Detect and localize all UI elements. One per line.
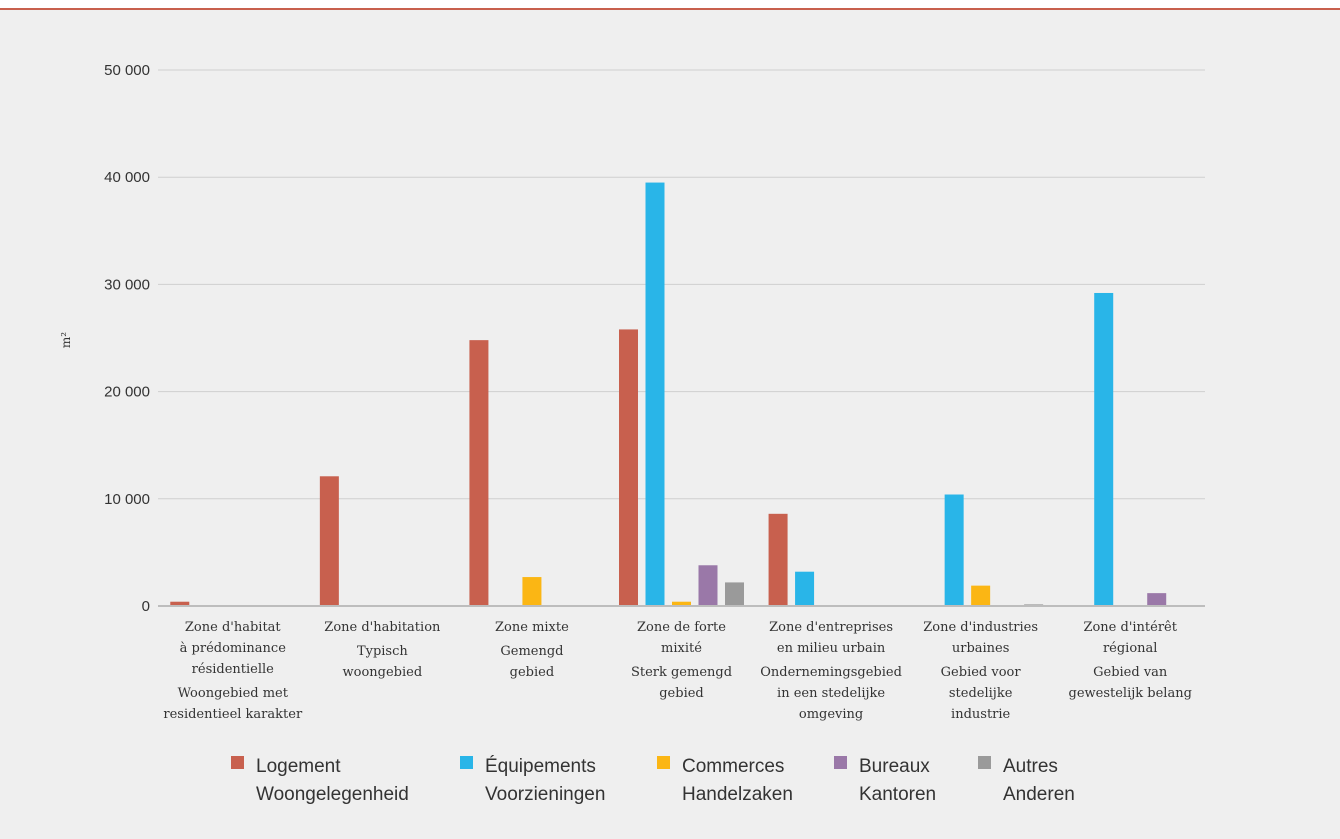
category-label-fr: Zone d'habitation — [324, 620, 441, 635]
bar-3-3 — [698, 565, 718, 606]
legend-label: Logement — [256, 756, 341, 777]
category-labels: Zone d'habitat à prédominance résidentiell… — [163, 620, 1192, 722]
category-label-fr: urbaines — [952, 641, 1010, 656]
bar-1-3 — [645, 182, 665, 606]
legend-label-nl: Kantoren — [859, 784, 936, 805]
top-rule — [0, 0, 1340, 10]
bar-4-3 — [725, 582, 744, 606]
category-label-fr: à prédominance — [180, 641, 287, 656]
y-axis-ticks: 0 10 000 20 000 30 000 40 000 50 000 — [104, 62, 150, 615]
bar-3-6 — [1147, 593, 1167, 606]
category-label-fr: Zone de forte — [637, 620, 726, 635]
legend-swatch — [978, 756, 991, 769]
category-label-nl: Ondernemingsgebied — [760, 665, 902, 680]
gridlines — [158, 69, 1205, 500]
category-label-nl: gewestelijk belang — [1069, 686, 1192, 701]
category-label-nl: in een stedelijke — [777, 686, 885, 701]
bar-0-3 — [619, 329, 638, 606]
bar-0-2 — [469, 340, 489, 606]
category-label-nl: stedelijke — [949, 686, 1013, 701]
y-tick-label: 50 000 — [104, 62, 150, 79]
bar-2-5 — [971, 585, 991, 606]
legend-label: Bureaux — [859, 756, 930, 777]
bars — [170, 182, 1167, 606]
y-tick-label: 20 000 — [104, 384, 150, 401]
category-label-nl: Gemengd — [500, 644, 563, 659]
category-label-fr: Zone mixte — [495, 620, 569, 635]
category-label-nl: industrie — [951, 707, 1010, 722]
category-label-fr: résidentielle — [192, 662, 275, 677]
bar-2-2 — [522, 577, 542, 606]
category-label-nl: Woongebied met — [178, 686, 289, 701]
bar-1-6 — [1094, 292, 1114, 606]
legend-label-nl: Woongelegenheid — [256, 784, 409, 805]
y-tick-label: 30 000 — [104, 276, 150, 293]
bar-0-4 — [768, 513, 788, 606]
bar-1-4 — [795, 571, 815, 606]
legend-label: Équipements — [485, 756, 596, 777]
category-label-nl: omgeving — [799, 707, 863, 722]
legend-swatch — [460, 756, 473, 769]
legend-label: Commerces — [682, 756, 784, 777]
category-label-nl: Gebied voor — [941, 665, 1022, 680]
legend-label: Autres — [1003, 756, 1058, 777]
legend-swatch — [231, 756, 244, 769]
legend: Logement Woongelegenheid Équipements Voorzi… — [231, 756, 1075, 805]
category-label-fr: Zone d'habitat — [185, 620, 282, 635]
category-label-nl: gebied — [659, 686, 704, 701]
category-label-fr: Zone d'intérêt — [1083, 620, 1177, 635]
y-axis-label: m² — [59, 332, 73, 348]
legend-label-nl: Anderen — [1003, 784, 1075, 805]
category-label-nl: residentieel karakter — [163, 707, 303, 722]
category-label-nl: gebied — [510, 665, 555, 680]
bar-0-1 — [319, 476, 339, 606]
y-tick-label: 0 — [142, 598, 150, 615]
legend-swatch — [834, 756, 847, 769]
bar-2-3 — [672, 601, 691, 606]
y-tick-label: 40 000 — [104, 169, 150, 186]
category-label-nl: Gebied van — [1093, 665, 1168, 680]
category-label-fr: mixité — [661, 641, 702, 656]
bar-1-5 — [944, 494, 964, 606]
legend-swatch — [657, 756, 670, 769]
category-label-fr: en milieu urbain — [777, 641, 886, 656]
legend-label-nl: Voorzieningen — [485, 784, 605, 805]
category-label-fr: régional — [1103, 641, 1158, 656]
y-tick-label: 10 000 — [104, 491, 150, 508]
category-label-nl: Sterk gemengd — [631, 665, 732, 680]
legend-label-nl: Handelzaken — [682, 784, 793, 805]
category-label-nl: woongebied — [343, 665, 423, 680]
bar-0-0 — [170, 601, 190, 606]
category-label-fr: Zone d'industries — [923, 620, 1038, 635]
category-label-fr: Zone d'entreprises — [769, 620, 893, 635]
category-label-nl: Typisch — [357, 644, 408, 659]
